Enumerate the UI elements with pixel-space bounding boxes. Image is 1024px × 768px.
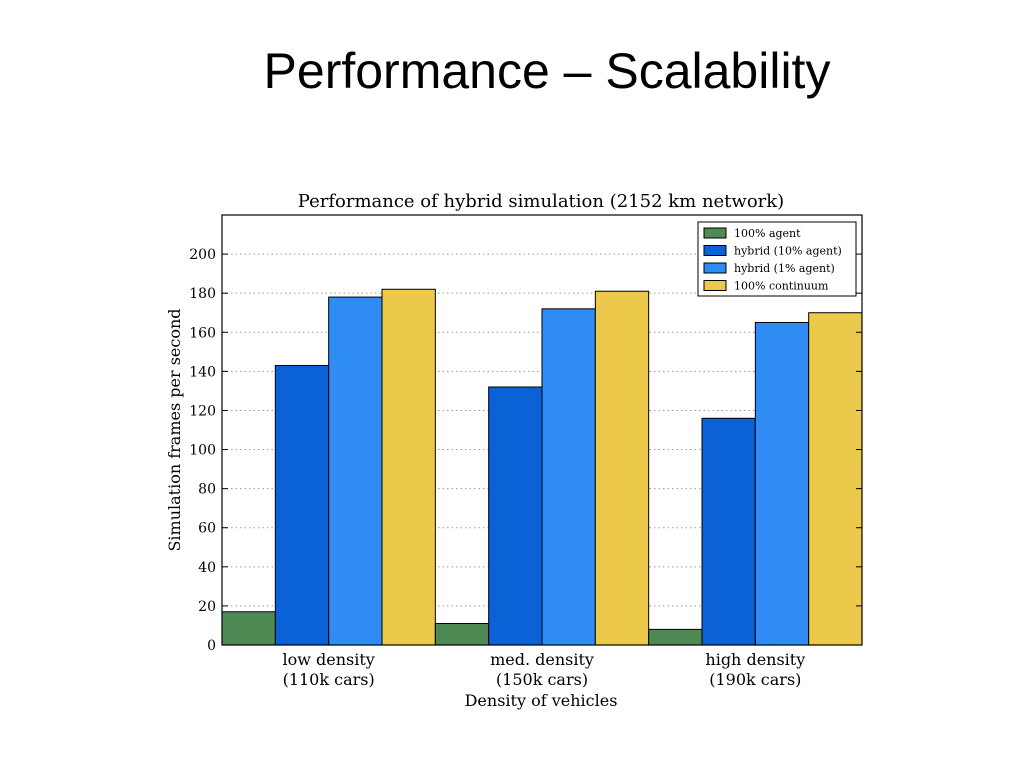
legend-swatch (703, 245, 727, 256)
legend-swatch (703, 280, 727, 291)
bars (221, 288, 863, 646)
y-tick-label: 80 (198, 482, 216, 498)
bar-100-agent-0 (221, 611, 276, 646)
y-tick-label: 100 (189, 443, 216, 459)
y-axis-ticks: 0 20 40 60 80 100 120 140 160 180 200 (189, 247, 862, 654)
legend-swatch (703, 262, 727, 274)
y-tick-label: 0 (207, 638, 216, 654)
y-tick-label: 60 (198, 521, 216, 537)
legend-label: hybrid (1% agent) (734, 262, 835, 275)
legend: 100% agent hybrid (10% agent) hybrid (1% a… (697, 221, 857, 297)
y-tick-label: 140 (189, 364, 216, 380)
y-tick-label: 120 (189, 403, 216, 419)
x-tick-label: (190k cars) (709, 670, 801, 689)
legend-label: 100% agent (734, 227, 801, 240)
x-tick-label: low density (282, 650, 374, 669)
bar-100-continuum-2 (808, 312, 863, 646)
bar-hybrid-1-agent--1 (541, 308, 596, 646)
bar-hybrid-10-agent--2 (701, 417, 756, 646)
legend-label: 100% continuum (734, 280, 829, 293)
bar-hybrid-1-agent--2 (754, 322, 810, 646)
legend-label: hybrid (10% agent) (734, 245, 842, 258)
x-tick-label: high density (705, 650, 805, 669)
y-tick-label: 160 (189, 325, 216, 341)
bar-100-agent-2 (648, 628, 703, 646)
x-tick-label: (110k cars) (283, 670, 375, 689)
bar-hybrid-10-agent--1 (488, 386, 543, 646)
chart-title: Performance of hybrid simulation (2152 k… (298, 191, 784, 212)
bar-100-agent-1 (434, 623, 490, 646)
bar-100-continuum-0 (381, 288, 436, 646)
slide-title: Performance – Scalability (263, 43, 831, 99)
x-tick-label: (150k cars) (496, 670, 588, 689)
bar-100-continuum-1 (594, 290, 650, 646)
legend-swatch (703, 227, 727, 239)
y-tick-label: 40 (198, 560, 216, 576)
x-axis-label: Density of vehicles (465, 691, 618, 710)
x-axis-ticks: low density(110k cars) med. density(150k … (282, 639, 805, 689)
y-tick-label: 200 (189, 247, 216, 263)
y-tick-label: 20 (198, 599, 216, 615)
y-axis-label: Simulation frames per second (165, 308, 184, 551)
bar-hybrid-10-agent--0 (274, 365, 330, 646)
bar-hybrid-1-agent--0 (328, 296, 383, 646)
y-tick-label: 180 (189, 286, 216, 302)
x-tick-label: med. density (490, 650, 594, 669)
